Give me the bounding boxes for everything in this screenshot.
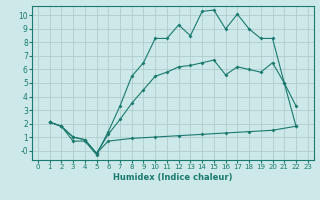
X-axis label: Humidex (Indice chaleur): Humidex (Indice chaleur) — [113, 173, 233, 182]
